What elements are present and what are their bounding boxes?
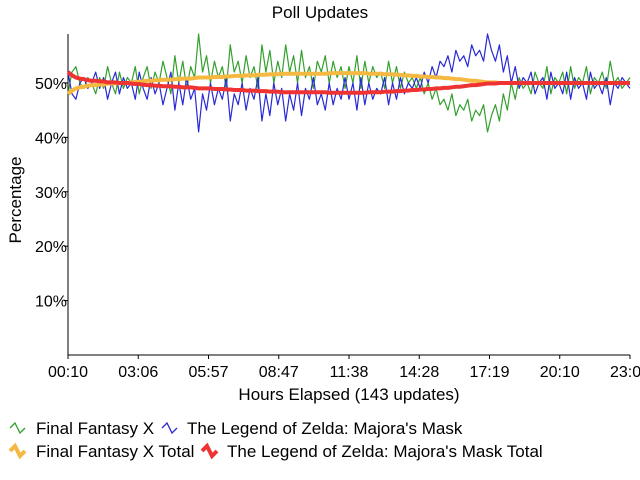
- x-ticks: 00:10 03:06 05:57 08:47 11:38 14:28 17:19 20:10…: [48, 355, 640, 381]
- y-tick-label: 20%: [35, 239, 67, 256]
- x-tick-label: 03:06: [118, 364, 158, 381]
- x-tick-label: 14:28: [399, 364, 439, 381]
- y-tick-label: 10%: [35, 294, 67, 311]
- legend-label-zelda: The Legend of Zelda: Majora's Mask: [187, 419, 463, 438]
- x-axis-label: Hours Elapsed (143 updates): [238, 385, 459, 404]
- series-line-zelda: [67, 33, 631, 133]
- x-tick-label: 20:10: [540, 364, 580, 381]
- legend-swatch-ffx-total: [8, 442, 27, 460]
- y-tick-label: 40%: [35, 130, 67, 147]
- x-tick-label: 23:00: [610, 364, 640, 381]
- legend-swatch-ffx: [9, 421, 26, 435]
- legend-label-ffx: Final Fantasy X: [36, 419, 154, 438]
- legend-label-ffx-total: Final Fantasy X Total: [36, 442, 194, 461]
- series-line-zelda-total: [66, 70, 630, 95]
- legend-entry-zelda: The Legend of Zelda: Majora's Mask: [161, 419, 463, 438]
- x-tick-label: 05:57: [188, 364, 228, 381]
- x-tick-label: 11:38: [330, 364, 369, 381]
- legend-entry-ffx: Final Fantasy X: [9, 419, 154, 438]
- y-tick-label: 50%: [35, 76, 67, 93]
- y-ticks: 10% 20% 30% 40% 50%: [35, 76, 68, 311]
- series-layer: [66, 33, 631, 133]
- legend-label-zelda-total: The Legend of Zelda: Majora's Mask Total: [227, 442, 543, 461]
- x-tick-label: 00:10: [48, 364, 88, 381]
- y-tick-label: 30%: [35, 185, 67, 202]
- legend-entry-ffx-total: Final Fantasy X Total: [8, 442, 194, 461]
- x-tick-label: 17:19: [469, 364, 509, 381]
- series-line-ffx: [67, 33, 631, 133]
- x-tick-label: 08:47: [259, 364, 299, 381]
- chart-title: Poll Updates: [272, 3, 368, 22]
- legend-swatch-zelda: [161, 421, 178, 435]
- legend: Final Fantasy X The Legend of Zelda: Maj…: [8, 419, 543, 461]
- legend-entry-zelda-total: The Legend of Zelda: Majora's Mask Total: [200, 442, 543, 461]
- y-axis-label: Percentage: [6, 157, 25, 244]
- legend-swatch-zelda-total: [200, 442, 219, 460]
